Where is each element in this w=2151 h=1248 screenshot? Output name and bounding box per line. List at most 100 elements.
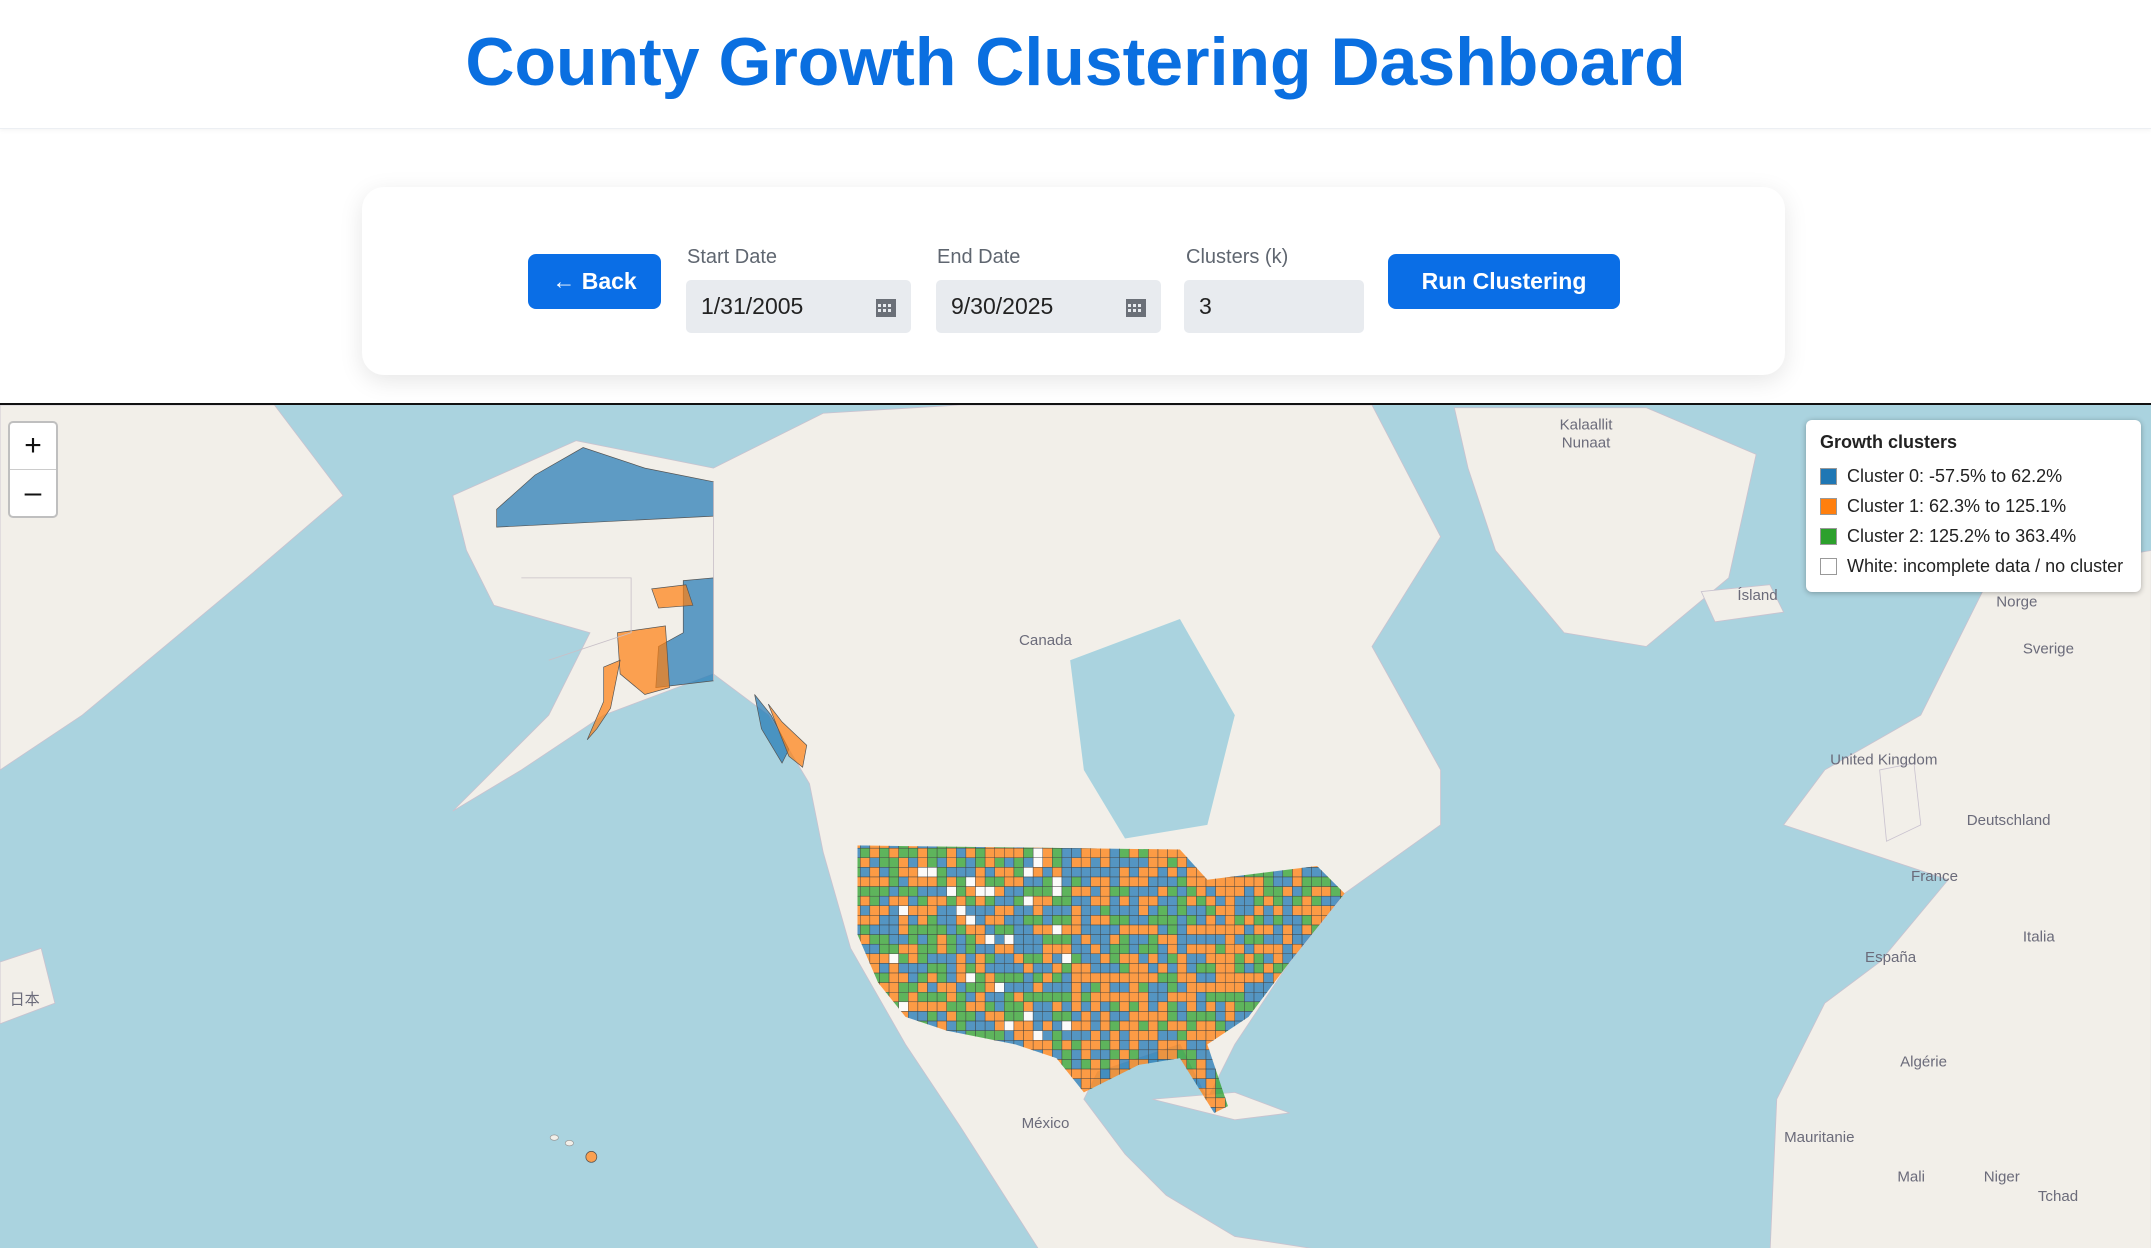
county[interactable] — [927, 1011, 938, 1022]
county[interactable] — [1052, 1011, 1063, 1022]
county[interactable] — [1148, 915, 1159, 926]
county[interactable] — [1273, 915, 1284, 926]
county[interactable] — [1119, 992, 1130, 1003]
county[interactable] — [888, 924, 899, 935]
county[interactable] — [1263, 895, 1274, 906]
county[interactable] — [1042, 905, 1053, 916]
county[interactable] — [898, 934, 909, 945]
county[interactable] — [1128, 886, 1139, 897]
county[interactable] — [1234, 924, 1245, 935]
county[interactable] — [585, 1151, 598, 1163]
county[interactable] — [1138, 992, 1149, 1003]
county[interactable] — [1186, 1030, 1197, 1041]
county[interactable] — [1253, 876, 1264, 887]
county[interactable] — [1090, 992, 1101, 1003]
county[interactable] — [1186, 924, 1197, 935]
county[interactable] — [1042, 847, 1053, 858]
county[interactable] — [908, 1001, 919, 1012]
county[interactable] — [984, 972, 995, 983]
county[interactable] — [1061, 876, 1072, 887]
county[interactable] — [869, 915, 880, 926]
county[interactable] — [1263, 915, 1274, 926]
county[interactable] — [1234, 982, 1245, 993]
county[interactable] — [1004, 953, 1015, 964]
county[interactable] — [1004, 963, 1015, 974]
zoom-in[interactable]: + — [10, 423, 56, 470]
run-button[interactable]: Run Clustering — [1388, 254, 1620, 309]
county[interactable] — [1167, 982, 1178, 993]
county[interactable] — [879, 963, 890, 974]
county[interactable] — [1004, 1030, 1015, 1041]
county[interactable] — [1224, 992, 1236, 1003]
county[interactable] — [1071, 943, 1082, 955]
county[interactable] — [1234, 895, 1245, 906]
county[interactable] — [1100, 934, 1111, 945]
county[interactable] — [994, 915, 1005, 926]
county[interactable] — [1023, 943, 1034, 955]
county[interactable] — [1224, 886, 1236, 897]
county[interactable] — [1119, 857, 1130, 868]
county[interactable] — [1119, 963, 1130, 974]
county[interactable] — [1100, 857, 1111, 868]
county[interactable] — [1205, 886, 1216, 897]
county[interactable] — [1244, 953, 1255, 964]
county[interactable] — [965, 953, 976, 964]
county[interactable] — [1109, 963, 1120, 974]
county[interactable] — [1004, 972, 1015, 983]
county[interactable] — [1167, 857, 1178, 868]
county[interactable] — [984, 876, 995, 887]
county[interactable] — [1128, 972, 1139, 983]
county[interactable] — [1013, 915, 1024, 926]
county[interactable] — [1167, 1040, 1178, 1051]
county[interactable] — [1090, 867, 1101, 878]
county[interactable] — [1013, 847, 1024, 858]
county[interactable] — [956, 1020, 967, 1031]
county[interactable] — [1032, 905, 1043, 916]
county[interactable] — [1224, 876, 1236, 887]
county[interactable] — [1061, 953, 1072, 964]
county[interactable] — [908, 963, 919, 974]
county[interactable] — [1032, 1011, 1043, 1022]
county[interactable] — [984, 924, 995, 935]
county[interactable] — [1215, 1020, 1226, 1031]
county[interactable] — [1023, 934, 1034, 945]
county[interactable] — [1138, 876, 1149, 887]
county[interactable] — [1157, 876, 1168, 887]
county[interactable] — [1109, 1001, 1120, 1012]
county[interactable] — [965, 847, 976, 858]
county[interactable] — [1109, 972, 1120, 983]
county[interactable] — [994, 982, 1005, 993]
county[interactable] — [1004, 857, 1015, 868]
county[interactable] — [975, 943, 986, 955]
zoom-out[interactable]: – — [24, 476, 42, 509]
county[interactable] — [956, 1011, 967, 1022]
county[interactable] — [1273, 963, 1284, 974]
county[interactable] — [879, 876, 890, 887]
county[interactable] — [1023, 963, 1034, 974]
county[interactable] — [1176, 1011, 1187, 1022]
county[interactable] — [1292, 915, 1303, 926]
county[interactable] — [1224, 943, 1236, 955]
county[interactable] — [860, 934, 871, 945]
county[interactable] — [1032, 992, 1043, 1003]
county[interactable] — [917, 886, 928, 897]
county[interactable] — [1157, 915, 1168, 926]
county[interactable] — [975, 963, 986, 974]
county[interactable] — [1013, 963, 1024, 974]
county[interactable] — [1109, 1040, 1120, 1051]
county[interactable] — [1061, 886, 1072, 897]
county[interactable] — [1013, 972, 1024, 983]
county[interactable] — [994, 905, 1005, 916]
county[interactable] — [965, 1011, 976, 1022]
county[interactable] — [927, 847, 938, 858]
county[interactable] — [946, 886, 957, 897]
county[interactable] — [1119, 1011, 1130, 1022]
county[interactable] — [1215, 972, 1226, 983]
county[interactable] — [1292, 886, 1303, 897]
county[interactable] — [965, 915, 976, 926]
county[interactable] — [936, 857, 947, 868]
county[interactable] — [994, 992, 1005, 1003]
county[interactable] — [1157, 1020, 1168, 1031]
county[interactable] — [1186, 1001, 1197, 1012]
county[interactable] — [1311, 876, 1322, 887]
